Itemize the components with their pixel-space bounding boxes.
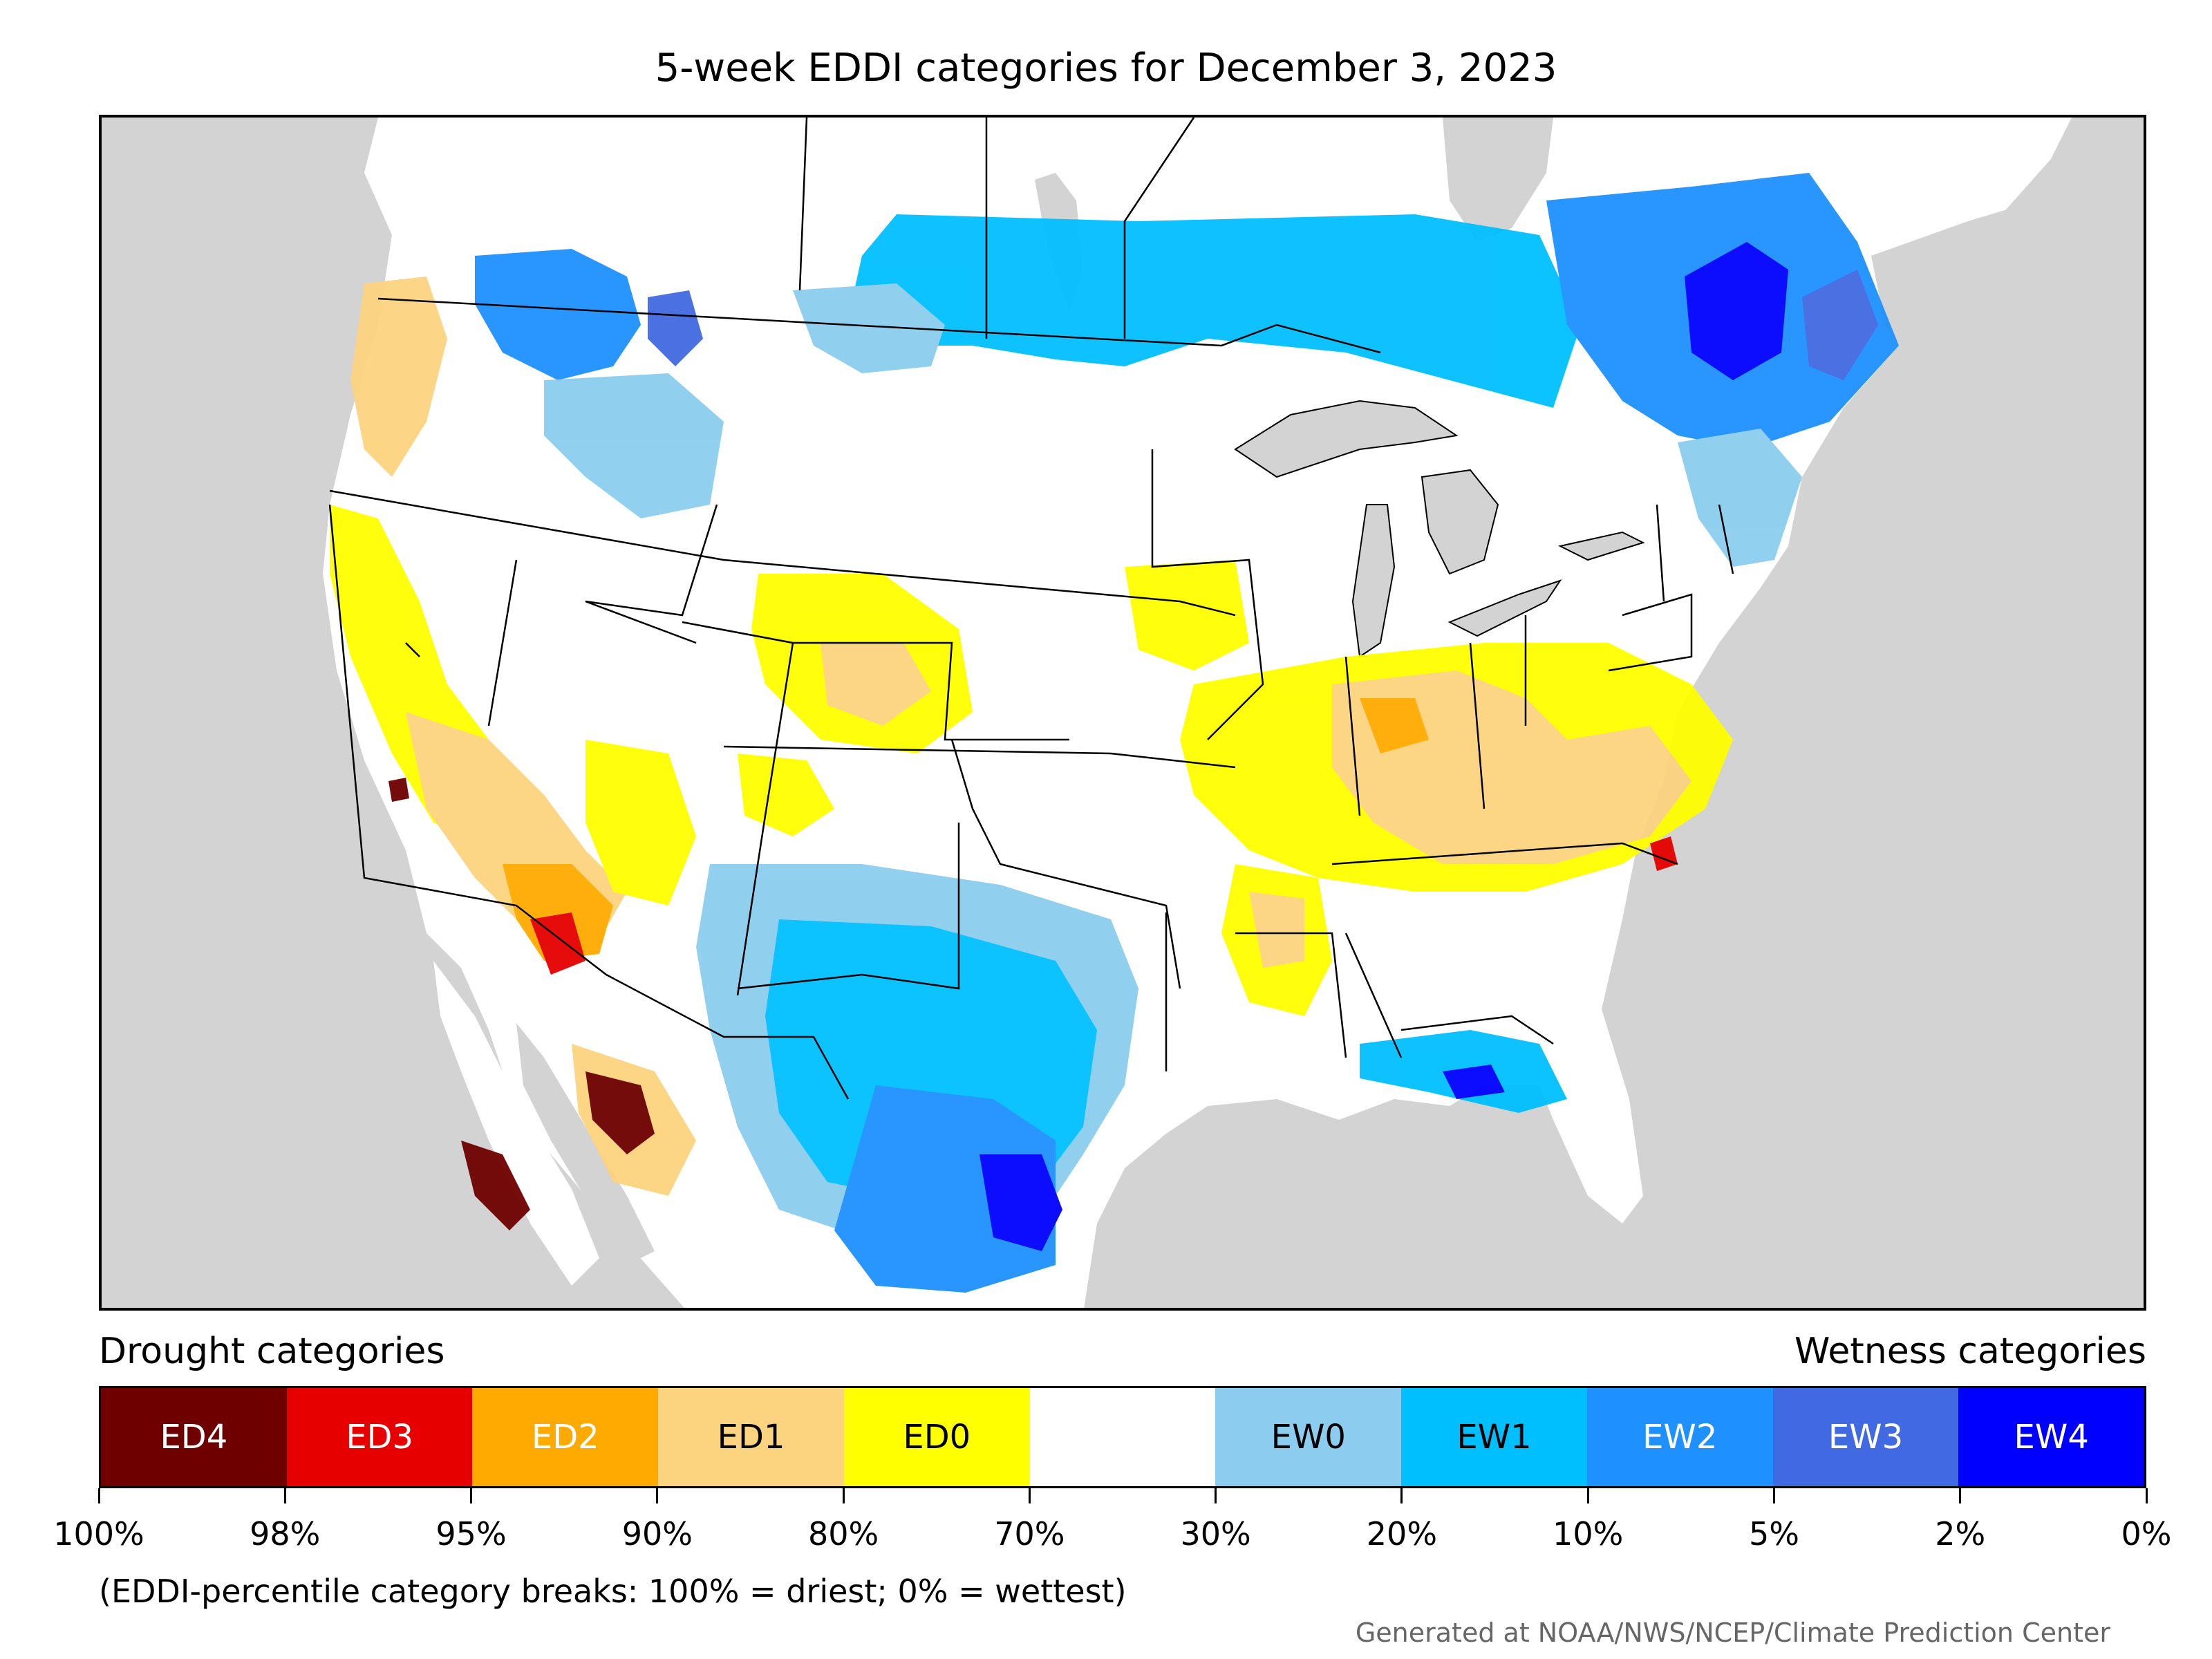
colorbar-cell-ew1: EW1 [1401,1388,1587,1486]
category-colorbar: ED4 ED3 ED2 ED1 ED0 EW0 EW1 EW2 EW3 EW4 [99,1386,2146,1488]
colorbar-tick-label: 95% [435,1515,507,1553]
lake-michigan [1351,504,1396,658]
colorbar-ticks [97,1488,2148,1509]
colorbar-tick-label: 100% [53,1515,144,1553]
az-ed3 [530,912,585,975]
colorbar-cell-ew4: EW4 [1958,1388,2145,1486]
colorbar-cell-ed0: ED0 [843,1388,1030,1486]
colorbar-tick [1215,1488,1217,1503]
wetness-areas [475,173,1899,1293]
oregon-coast-ed1 [350,276,447,477]
arkansas-ed1 [1249,892,1304,968]
az-border-ed2 [503,864,613,961]
colorbar-cell-ed1: ED1 [658,1388,844,1486]
colorbar-tick [1772,1488,1775,1503]
borders [328,118,1734,1100]
colorbar-tick [470,1488,473,1503]
colorado-ed1 [821,643,931,726]
colorbar-tick-label: 90% [621,1515,693,1553]
colorbar-tick [1028,1488,1031,1503]
northeast-ew0 [1678,429,1802,567]
lake-superior [1234,400,1459,478]
colorbar-cell-neutral [1029,1388,1216,1486]
colorbar-cell-ew3: EW3 [1772,1388,1959,1486]
colorbar-tick [842,1488,845,1503]
colorbar-cell-ed4: ED4 [101,1388,287,1486]
colorbar-tick [283,1488,286,1503]
colorbar-tick-label: 0% [2121,1515,2172,1553]
idaho-ew3 [648,290,703,366]
colorbar-cell-ed3: ED3 [286,1388,473,1486]
south-texas-ew4 [980,1154,1062,1251]
canada-prairie-ew0 [793,283,945,373]
pacific-nw-ew2 [475,249,641,380]
texas-ew2 [834,1085,1056,1293]
colorbar-cell-ew0: EW0 [1215,1388,1402,1486]
category-note: (EDDI-percentile category breaks: 100% =… [99,1573,1127,1610]
idaho-ew0 [544,373,724,518]
map-title: 5-week EDDI categories for December 3, 2… [655,46,1557,91]
california-ed4 [388,778,409,802]
james-bay [1443,118,1553,242]
sonora-ed4 [585,1071,655,1154]
lake-erie [1447,579,1562,637]
florida-panhandle-ew4 [1443,1065,1505,1099]
colorbar-tick-label: 5% [1748,1515,1799,1553]
colorbar-tick [1400,1488,1403,1503]
drought-areas [330,276,1733,1230]
credit-text: Generated at NOAA/NWS/NCEP/Climate Predi… [1355,1618,2110,1648]
colorbar-tick [1586,1488,1589,1503]
colorbar-cell-ed2: ED2 [472,1388,659,1486]
colorbar-tick-label: 2% [1935,1515,1986,1553]
colorbar-tick [97,1488,100,1503]
colorbar-tick-label: 10% [1553,1515,1624,1553]
colorbar-tick [1959,1488,1962,1503]
lake-ontario [1558,531,1645,561]
indiana-ed2 [1360,698,1429,753]
colorbar-cell-ew2: EW2 [1586,1388,1773,1486]
colorbar-tick [656,1488,659,1503]
colorbar-tick [2145,1488,2148,1503]
colorbar-tick-label: 20% [1366,1515,1438,1553]
iowa-ed0 [1125,560,1249,671]
colorbar-tick-label: 98% [250,1515,321,1553]
nm-ed0 [738,753,834,836]
colorbar-tick-label: 70% [994,1515,1065,1553]
drought-heading: Drought categories [99,1331,445,1372]
maritimes-ew3 [1802,270,1878,380]
gulf-st-lawrence [1871,200,2072,366]
colorbar-tick-label: 30% [1180,1515,1251,1553]
az-ed0 [585,740,696,906]
eddi-map [102,118,2072,1308]
lake-huron [1421,469,1499,575]
gulf-of-california [516,1023,655,1265]
quebec-ew4 [1685,242,1788,380]
wetness-heading: Wetness categories [1794,1331,2146,1372]
baja-ed4 [461,1141,530,1230]
canada-prairie-ew1 [848,214,1581,408]
colorbar-tick-label: 80% [807,1515,879,1553]
map-panel [99,115,2146,1311]
baja-land [433,961,599,1286]
